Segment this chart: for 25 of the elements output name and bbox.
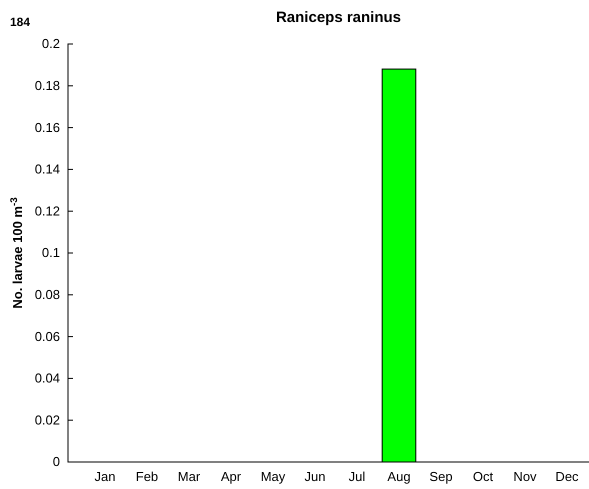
y-tick-label: 0.08: [34, 286, 60, 302]
x-tick-label: Jan: [94, 469, 116, 484]
y-tick-label: 0.12: [34, 203, 60, 218]
y-tick-label: 0.14: [34, 162, 60, 177]
x-tick-label: Jun: [304, 469, 326, 484]
text: 184: [10, 15, 30, 29]
y-tick-label: 0.02: [34, 412, 60, 428]
x-tick-label: Nov: [513, 469, 538, 484]
x-tick-label: May: [260, 469, 286, 484]
y-tick-label: 0: [52, 454, 60, 470]
x-tick-label: Sep: [429, 469, 453, 484]
y-tick-label: 0.2: [42, 36, 60, 52]
x-tick-label: Feb: [136, 469, 158, 484]
x-tick-label: Dec: [555, 469, 580, 484]
y-tick-label: 0.06: [34, 328, 60, 344]
chart-title: Raniceps raninus: [276, 9, 402, 26]
x-tick-label: Mar: [178, 469, 201, 484]
x-tick-label: Apr: [220, 469, 242, 484]
y-tick-label: 0.1: [42, 245, 60, 260]
x-tick-label: Aug: [387, 469, 411, 484]
y-tick-label: 0.16: [34, 120, 60, 135]
y-tick-label: 0.18: [34, 78, 60, 93]
y-tick-label: 0.04: [34, 370, 60, 386]
x-tick-label: Oct: [472, 469, 494, 484]
x-tick-label: Jul: [348, 469, 366, 484]
